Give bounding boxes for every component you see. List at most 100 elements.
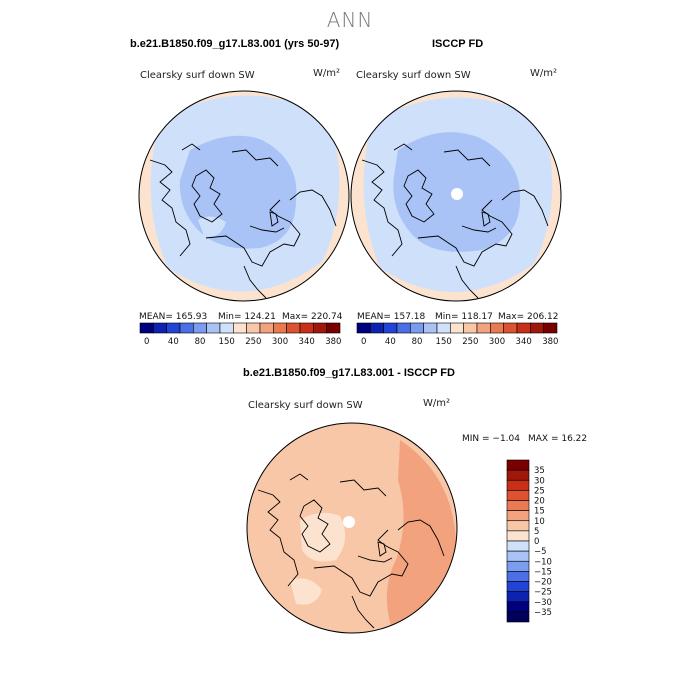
panel1-colorbar-swatch bbox=[313, 322, 327, 334]
panel2-colorbar-tick-label: 40 bbox=[385, 337, 396, 347]
panel1-map bbox=[138, 90, 350, 302]
panel3-colorbar-tick-label: −30 bbox=[534, 598, 552, 608]
panel1-colorbar-swatch bbox=[166, 322, 181, 334]
panel3-units-label: W/m² bbox=[423, 398, 451, 409]
panel2-colorbar-swatch bbox=[423, 322, 438, 334]
panel1-colorbar-tick-label: 300 bbox=[272, 337, 288, 347]
panel2-colorbar-swatch bbox=[450, 322, 464, 334]
panel1-units-label: W/m² bbox=[313, 68, 341, 79]
panel1-variable-label: Clearsky surf down SW bbox=[140, 70, 255, 81]
panel2-colorbar-swatch bbox=[503, 322, 518, 334]
panel2-max-stat: Max= 206.12 bbox=[498, 312, 559, 322]
panel3-colorbar-tick-label: −20 bbox=[534, 578, 552, 588]
panel3-map-border bbox=[246, 422, 458, 634]
panel2-mean-stat: MEAN= 157.18 bbox=[357, 312, 426, 322]
panel2-title: ISCCP FD bbox=[432, 38, 484, 50]
panel3-colorbar-swatch bbox=[506, 490, 530, 501]
panel3-colorbar-tick-label: 30 bbox=[534, 476, 545, 486]
panel2-colorbar-swatch bbox=[476, 322, 491, 334]
panel2-coastlines bbox=[361, 143, 549, 299]
panel2-colorbar-tick-label: 300 bbox=[489, 337, 505, 347]
panel1-mean-stat: MEAN= 165.93 bbox=[139, 312, 208, 322]
panel1-colorbar-swatch bbox=[259, 322, 274, 334]
panel1-colorbar-tick-label: 380 bbox=[325, 337, 341, 347]
panel3-colorbar-swatch bbox=[506, 601, 530, 613]
panel1-colorbar-swatch bbox=[206, 322, 221, 334]
panel3-colorbar-tick-label: 20 bbox=[534, 497, 545, 507]
panel1-colorbar-swatch bbox=[286, 322, 301, 334]
panel2-colorbar: 0 40 80 150 250 300 340 380 bbox=[356, 322, 558, 347]
panel2-colorbar-swatch bbox=[530, 322, 544, 334]
panel2-colorbar-tick-label: 380 bbox=[542, 337, 558, 347]
panel1-region-greenland-patch bbox=[198, 216, 226, 237]
panel1-colorbar-swatch bbox=[233, 322, 247, 334]
panel3-variable-label: Clearsky surf down SW bbox=[248, 400, 363, 411]
panel3-colorbar-swatch bbox=[506, 571, 530, 582]
panel1-colorbar-swatch bbox=[179, 322, 194, 334]
panel3-colorbar-swatch bbox=[506, 520, 530, 532]
panel2-colorbar-swatch bbox=[490, 322, 504, 334]
panel2-map bbox=[350, 90, 562, 302]
panel2-colorbar-tick-label: 340 bbox=[516, 337, 532, 347]
panel1-colorbar-swatch bbox=[299, 322, 314, 334]
panel1-title: b.e21.B1850.f09_g17.L83.001 (yrs 50-97) bbox=[130, 38, 340, 50]
panel2-colorbar-swatch bbox=[516, 322, 531, 334]
panel2-map-border bbox=[350, 90, 562, 302]
panel2-colorbar-swatch bbox=[410, 322, 424, 334]
panel3-pole-hole bbox=[343, 516, 355, 528]
panel2-min-stat: Min= 118.17 bbox=[435, 312, 493, 322]
panel1-colorbar-swatch bbox=[326, 322, 341, 334]
panel3-colorbar-tick-label: −5 bbox=[534, 547, 547, 557]
page-title: ANN bbox=[326, 8, 374, 32]
panel2-pole-hole bbox=[451, 188, 463, 200]
panel3-colorbar-tick-label: −10 bbox=[534, 557, 552, 567]
panel3-colorbar-swatch bbox=[506, 500, 530, 511]
panel3-colorbar-tick-label: 0 bbox=[534, 537, 539, 547]
panel3-max-stat: MAX = 16.22 bbox=[528, 434, 588, 444]
panel2-colorbar-tick-label: 0 bbox=[361, 337, 366, 347]
panel2-colorbar-tick-label: 80 bbox=[412, 337, 423, 347]
panel2-colorbar-swatch bbox=[543, 322, 558, 334]
panel3-colorbar-swatch bbox=[506, 540, 530, 552]
panel3-colorbar-swatch bbox=[506, 510, 530, 522]
panel1-colorbar-swatch bbox=[139, 322, 154, 334]
panel1-colorbar-swatch bbox=[153, 322, 167, 334]
panel3-min-stat: MIN = −1.04 bbox=[462, 434, 520, 444]
panel1-colorbar-tick-label: 250 bbox=[245, 337, 261, 347]
panel1-colorbar-swatch bbox=[219, 322, 234, 334]
panel3-map bbox=[246, 422, 458, 634]
panel2-colorbar-swatch bbox=[436, 322, 451, 334]
panel2-colorbar-swatch bbox=[356, 322, 371, 334]
panel3-region-pale-center bbox=[300, 512, 346, 562]
panel1-colorbar-swatch bbox=[193, 322, 207, 334]
panel1-map-border bbox=[138, 90, 350, 302]
panel2-colorbar-swatch bbox=[370, 322, 384, 334]
panel3-region-pale-south bbox=[290, 578, 322, 605]
panel1-colorbar-swatch bbox=[246, 322, 261, 334]
panel2-colorbar-tick-label: 150 bbox=[436, 337, 452, 347]
panel2-colorbar-swatch bbox=[396, 322, 411, 334]
panel3-colorbar-swatch bbox=[506, 581, 530, 592]
panel3-colorbar-swatch bbox=[506, 530, 530, 542]
panel1-colorbar-tick-label: 40 bbox=[168, 337, 179, 347]
panel3-colorbar-tick-label: −25 bbox=[534, 588, 552, 598]
panel1-colorbar-tick-label: 0 bbox=[144, 337, 149, 347]
panel3-coastlines bbox=[257, 473, 445, 629]
panel3-colorbar-swatch bbox=[506, 560, 530, 572]
panel3-colorbar-tick-label: 10 bbox=[534, 517, 545, 527]
panel1-colorbar: 0 40 80 150 250 300 340 380 bbox=[139, 322, 341, 347]
panel1-colorbar-tick-label: 150 bbox=[219, 337, 235, 347]
panel1-coastlines bbox=[149, 143, 337, 299]
panel3-title: b.e21.B1850.f09_g17.L83.001 - ISCCP FD bbox=[243, 367, 455, 379]
panel3-colorbar-swatch bbox=[506, 591, 530, 603]
panel1-min-stat: Min= 124.21 bbox=[218, 312, 276, 322]
panel3-colorbar-swatch bbox=[506, 550, 530, 562]
panel1-colorbar-swatch bbox=[273, 322, 287, 334]
panel3-colorbar-tick-label: 5 bbox=[534, 527, 539, 537]
panel3-colorbar-tick-label: −35 bbox=[534, 608, 552, 618]
panel3-colorbar-tick-label: 15 bbox=[534, 507, 545, 517]
panel3-colorbar-swatch bbox=[506, 479, 530, 491]
panel2-colorbar-tick-label: 250 bbox=[462, 337, 478, 347]
